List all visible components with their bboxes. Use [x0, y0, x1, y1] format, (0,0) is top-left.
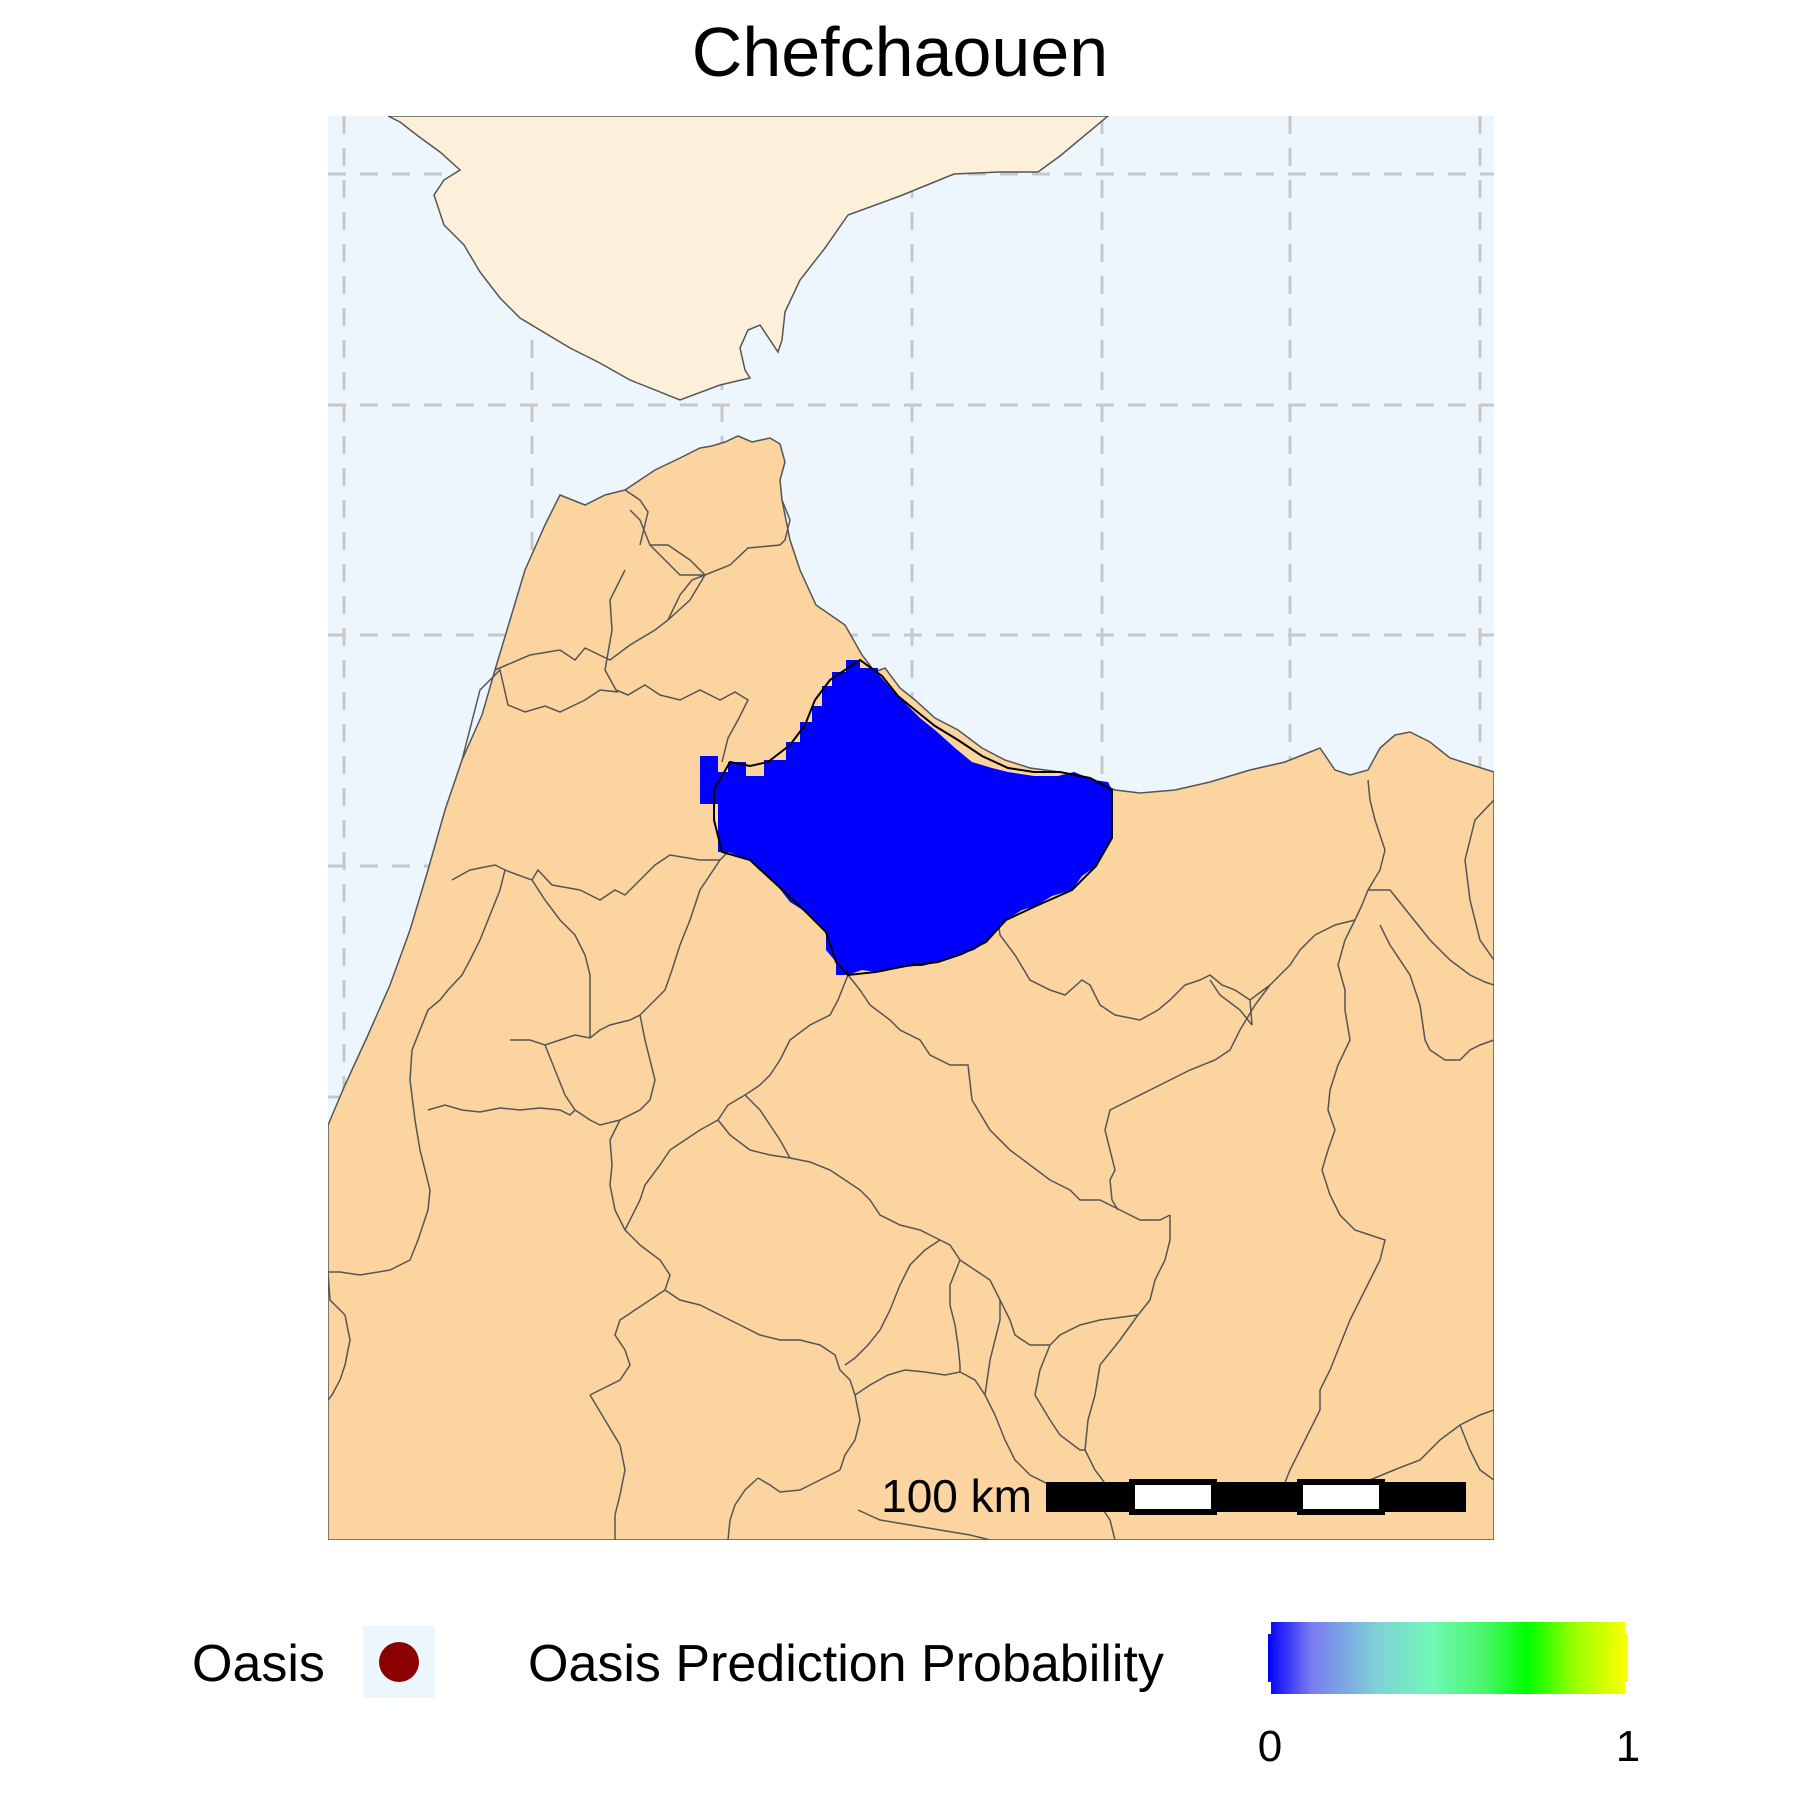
morocco-landmass [328, 435, 1494, 1540]
prediction-raster [700, 660, 1112, 975]
map-title: Chefchaouen [691, 13, 1109, 91]
scale-bar-segment [1382, 1482, 1466, 1512]
legend-oasis-key [363, 1626, 435, 1698]
colorbar-tick [1625, 1622, 1628, 1634]
spain-landmass [387, 116, 1110, 401]
scale-bar-segment [1297, 1479, 1385, 1515]
scale-bar-label: 100 km [881, 1470, 1032, 1522]
scale-bar: 100 km [881, 1470, 1466, 1522]
legend-probability-label: Oasis Prediction Probability [528, 1635, 1164, 1693]
scale-bar-segment [1214, 1482, 1300, 1512]
colorbar-tick [1268, 1682, 1271, 1694]
oasis-marker-icon [379, 1642, 419, 1682]
colorbar-max-label: 1 [1615, 1722, 1641, 1771]
colorbar-min-label: 0 [1257, 1722, 1283, 1771]
scale-bar-segment [1046, 1482, 1132, 1512]
probability-colorbar [1268, 1622, 1628, 1694]
colorbar-tick [1625, 1682, 1628, 1694]
scale-bar-segment [1129, 1479, 1217, 1515]
province-outline [713, 658, 1113, 977]
colorbar-tick [1268, 1622, 1271, 1634]
legend-oasis-label: Oasis [192, 1635, 325, 1693]
